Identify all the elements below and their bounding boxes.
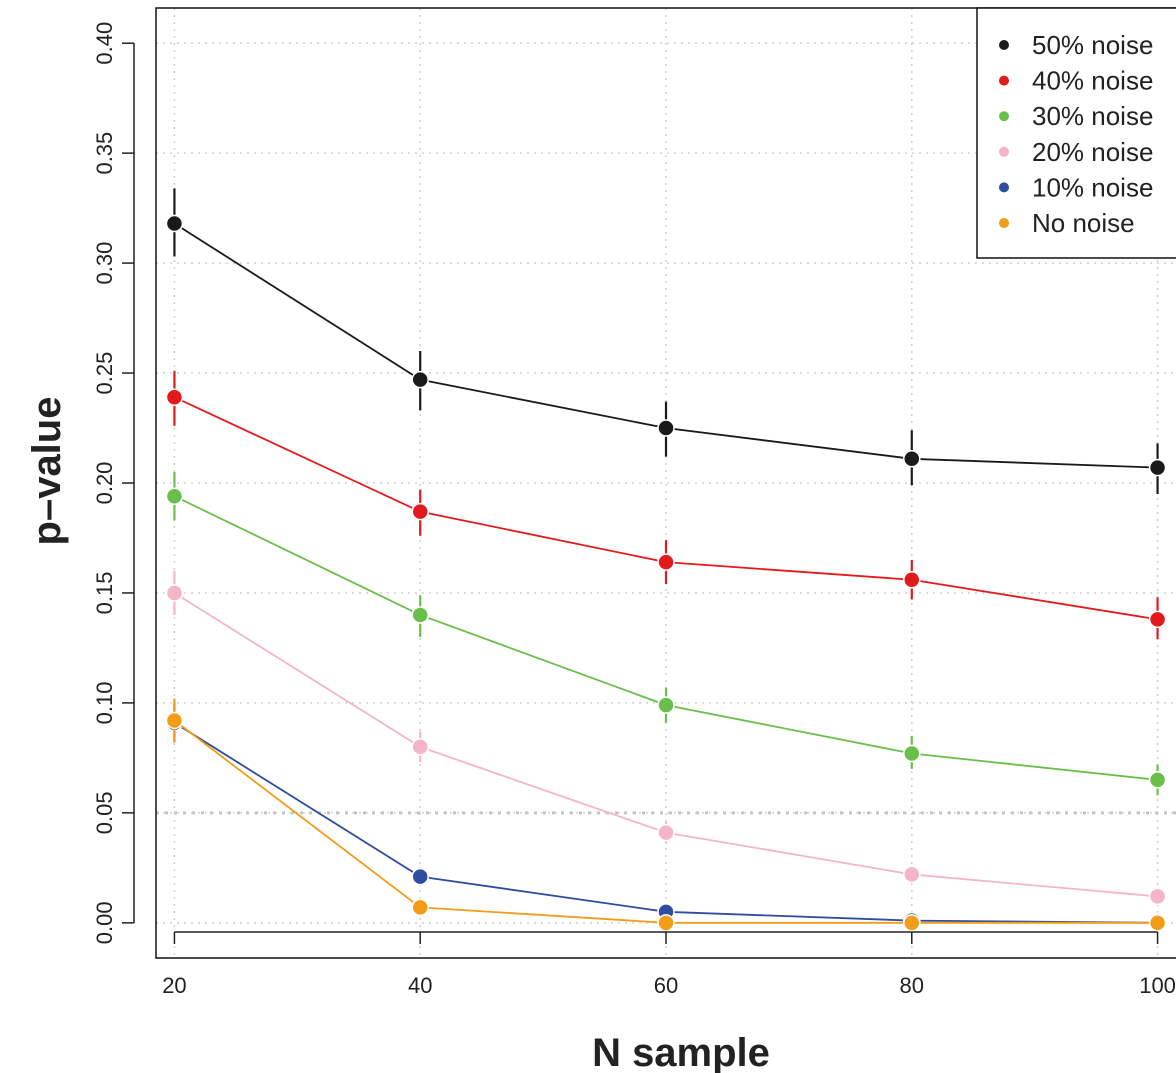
data-point: [165, 487, 184, 505]
legend-marker: [999, 182, 1009, 193]
data-point: [657, 914, 675, 932]
data-point: [903, 571, 921, 589]
data-point: [1148, 610, 1167, 629]
series-3: [165, 570, 1167, 906]
legend-marker: [999, 218, 1009, 228]
y-tick-label: 0.00: [92, 901, 117, 944]
data-point: [903, 450, 921, 468]
data-point: [1148, 771, 1167, 789]
y-axis: 0.00 0.05 0.10 0.15 0.20 0.25 0.30 0.35 0.40: [92, 22, 135, 944]
data-point: [411, 606, 429, 624]
data-point: [411, 898, 429, 917]
x-tick-label: 20: [162, 973, 186, 998]
data-point: [165, 711, 184, 730]
y-tick-label: 0.35: [92, 132, 117, 175]
data-point: [657, 823, 675, 842]
legend-label: 20% noise: [1032, 137, 1153, 167]
y-tick-label: 0.40: [92, 22, 117, 65]
legend-marker: [999, 146, 1009, 157]
series-1: [165, 370, 1167, 640]
data-point: [165, 388, 184, 406]
data-point: [903, 744, 921, 763]
y-tick-label: 0.05: [92, 791, 117, 834]
x-tick-label: 80: [900, 973, 924, 998]
data-point: [1148, 914, 1167, 932]
y-tick-label: 0.10: [92, 681, 117, 724]
data-point: [411, 502, 429, 521]
y-tick-label: 0.30: [92, 242, 117, 285]
data-point: [411, 370, 429, 389]
legend-label: 50% noise: [1032, 30, 1153, 60]
data-point: [411, 867, 429, 886]
x-axis-title: N sample: [592, 1031, 770, 1073]
x-tick-label: 40: [408, 973, 432, 998]
series-5: [165, 698, 1167, 932]
x-axis: 20 40 60 80 100: [162, 931, 1176, 998]
grid-lines: [156, 8, 1176, 958]
legend-box: [976, 7, 1176, 259]
data-point: [165, 214, 184, 233]
x-tick-label: 100: [1139, 973, 1176, 998]
legend: 50% noise 40% noise 30% noise 20% noise 10% …: [976, 7, 1176, 259]
data-point: [1148, 887, 1167, 906]
legend-label: 30% noise: [1032, 101, 1153, 131]
legend-marker: [999, 111, 1009, 122]
legend-marker: [999, 75, 1009, 86]
series-group: [165, 188, 1167, 932]
series-0: [165, 188, 1167, 494]
y-tick-label: 0.15: [92, 572, 117, 615]
series-2: [165, 472, 1167, 796]
data-point: [657, 419, 675, 437]
data-point: [657, 553, 675, 571]
legend-marker: [999, 40, 1009, 50]
data-point: [165, 584, 184, 602]
plot-frame: [155, 7, 1176, 959]
data-point: [1148, 458, 1167, 477]
y-axis-title: p–value: [25, 397, 69, 546]
data-point: [903, 914, 921, 932]
legend-label: 10% noise: [1032, 172, 1153, 202]
legend-label: 40% noise: [1032, 66, 1153, 96]
data-point: [903, 865, 921, 884]
data-point: [657, 696, 675, 714]
x-tick-label: 60: [654, 973, 678, 998]
data-point: [411, 738, 429, 756]
legend-label: No noise: [1032, 208, 1135, 238]
y-tick-label: 0.25: [92, 352, 117, 395]
y-tick-label: 0.20: [92, 462, 117, 505]
